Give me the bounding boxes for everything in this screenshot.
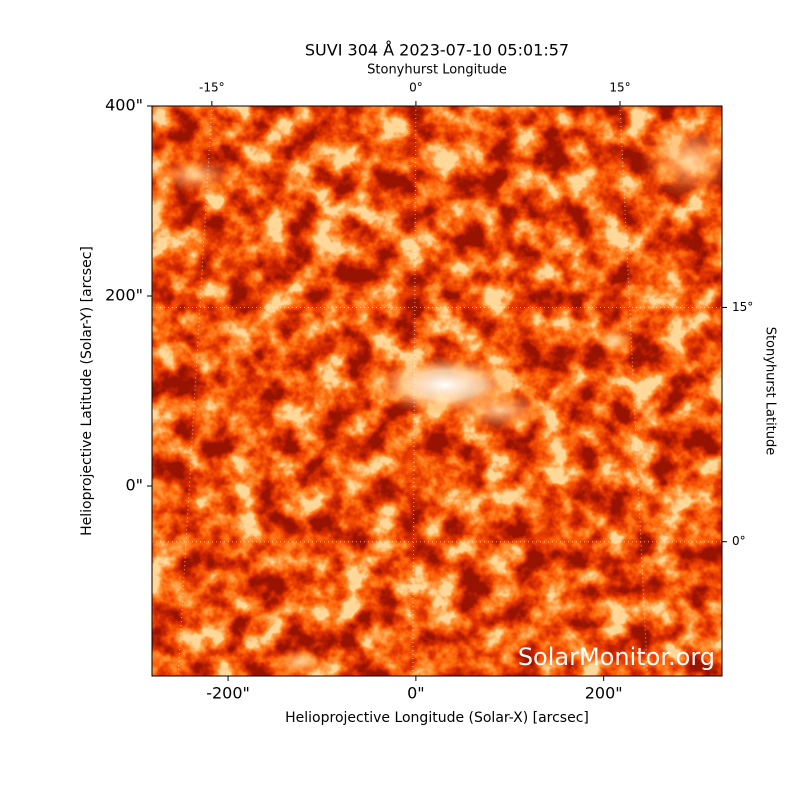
x-tick-label: 200" bbox=[585, 684, 623, 703]
y-tick-label: 400" bbox=[105, 96, 143, 115]
x-axis-label: Helioprojective Longitude (Solar-X) [arc… bbox=[285, 710, 589, 726]
watermark: SolarMonitor.org bbox=[518, 643, 715, 671]
x-tick-label: -200" bbox=[206, 684, 250, 703]
plot-frame bbox=[151, 105, 723, 677]
x2-tick-label: 15° bbox=[609, 81, 630, 95]
chart-title: SUVI 304 Å 2023-07-10 05:01:57 bbox=[305, 41, 569, 60]
y2-tick-label: 0° bbox=[732, 534, 746, 548]
y-axis-label: Helioprojective Latitude (Solar-Y) [arcs… bbox=[79, 246, 95, 536]
y-tick-label: 200" bbox=[105, 286, 143, 305]
x2-tick-label: -15° bbox=[199, 81, 225, 95]
x2-tick-label: 0° bbox=[409, 81, 423, 95]
x2-axis-label: Stonyhurst Longitude bbox=[367, 63, 507, 78]
x-tick-label: 0" bbox=[407, 684, 425, 703]
y2-tick-label: 15° bbox=[732, 300, 753, 314]
solar-image bbox=[152, 106, 722, 676]
y2-axis-label: Stonyhurst Latitude bbox=[763, 327, 778, 456]
y-tick-label: 0" bbox=[125, 476, 143, 495]
